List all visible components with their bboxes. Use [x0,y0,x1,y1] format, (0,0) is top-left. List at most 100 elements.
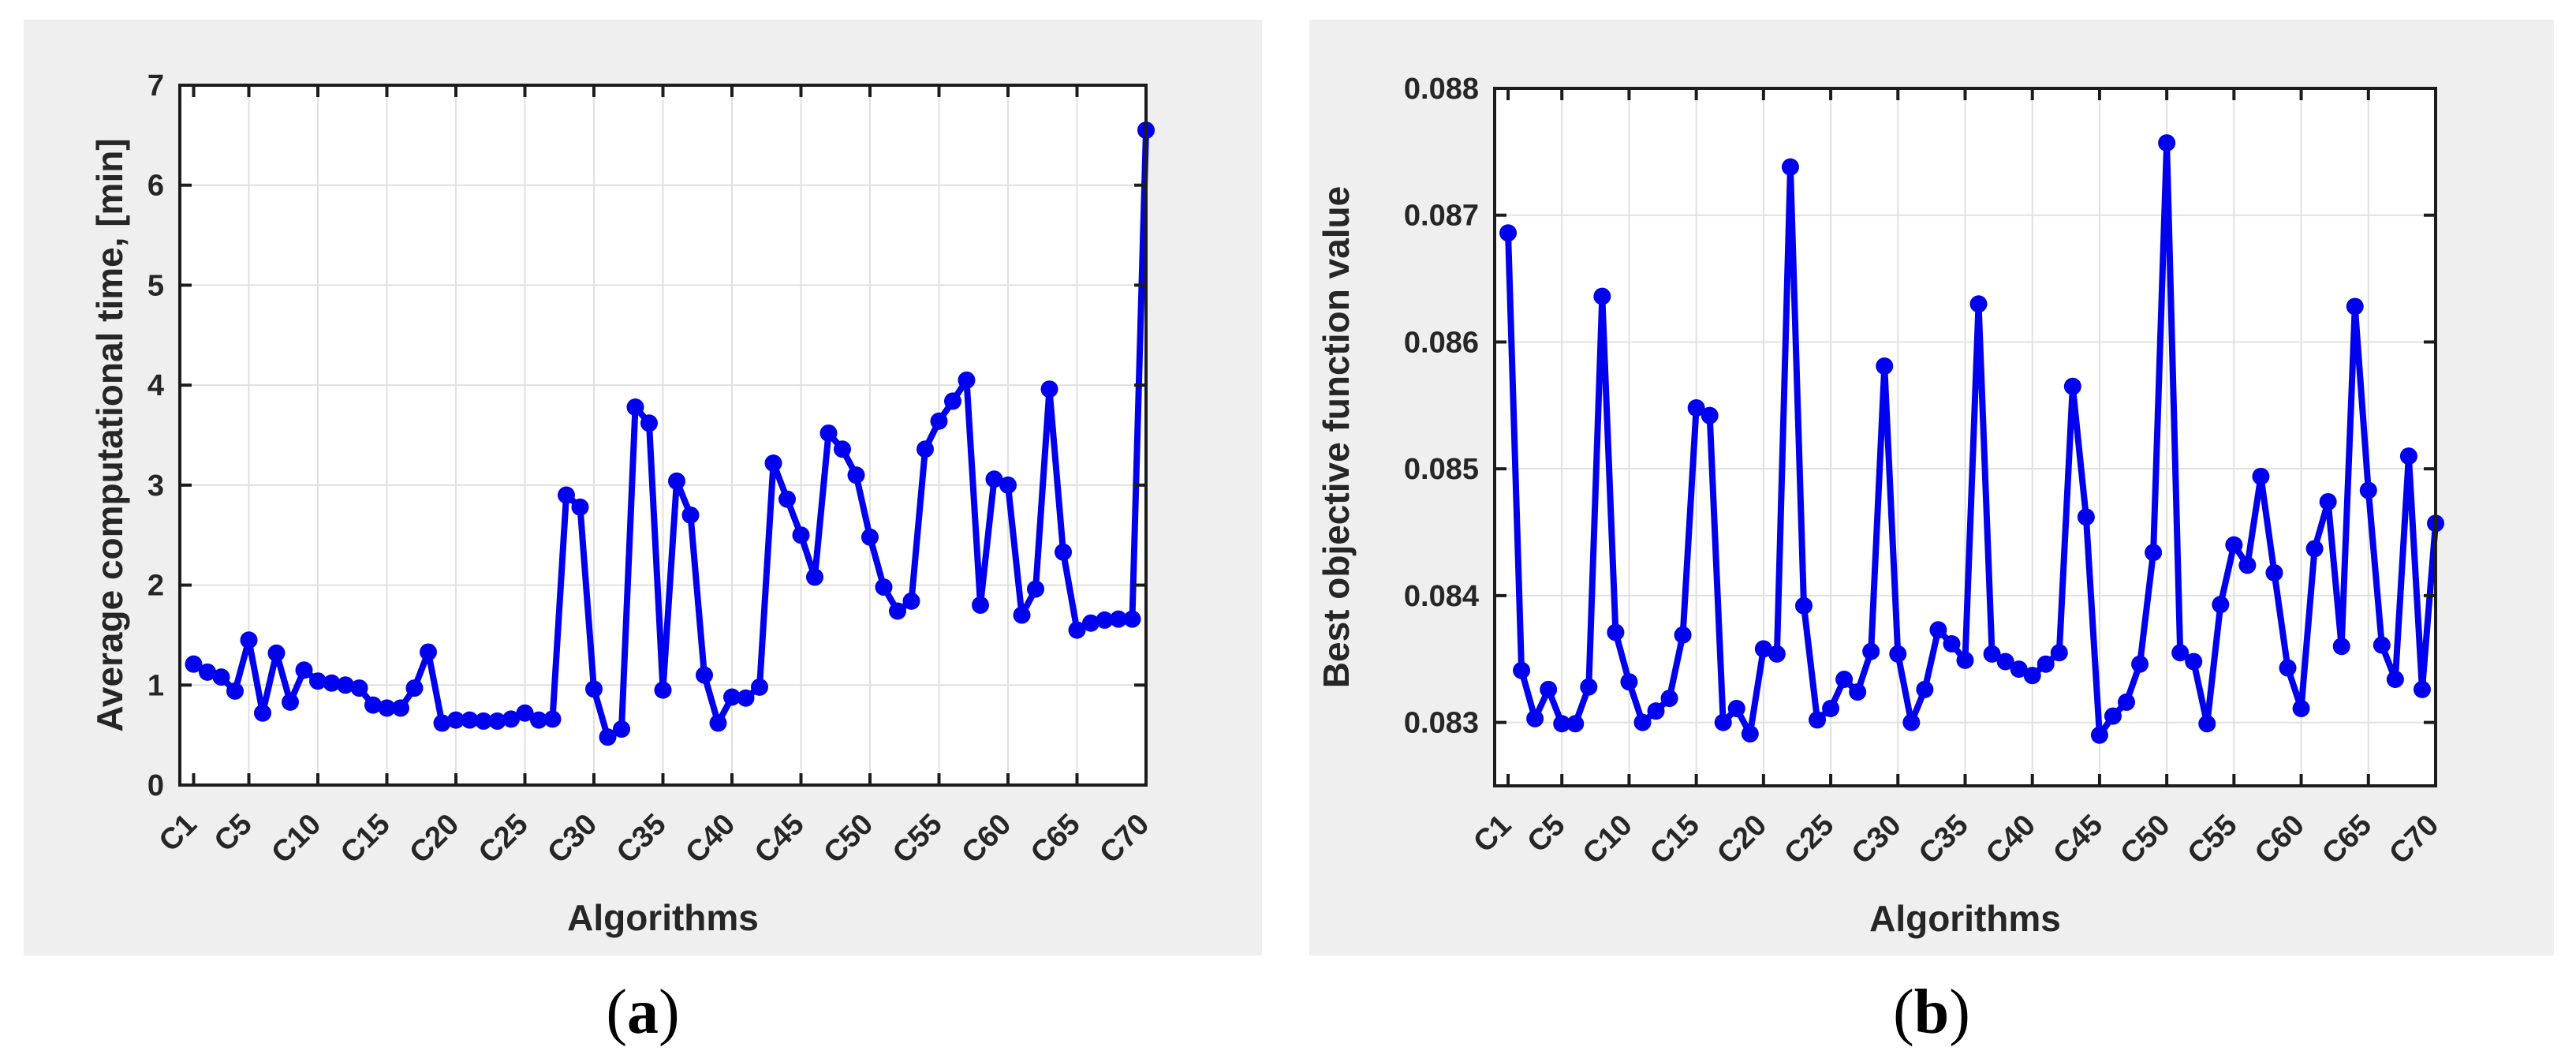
x-tick-label: C10 [1577,809,1639,871]
x-tick-label: C1 [153,808,203,858]
data-point-marker [875,578,893,596]
data-point-marker [1040,380,1058,398]
data-point-marker [2319,492,2337,510]
data-point-marker [861,528,879,546]
x-tick-label: C60 [2249,809,2311,871]
data-point-marker [1027,580,1044,598]
data-point-marker [2359,481,2377,499]
y-tick-label: 5 [147,269,164,302]
caption-b-letter: b [1913,978,1950,1047]
x-tick-label: C50 [2115,809,2177,871]
x-tick-label: C55 [887,808,949,870]
x-tick-label: C40 [679,808,741,870]
data-point-marker [847,466,865,484]
data-point-marker [2332,638,2350,656]
data-point-marker [709,714,727,732]
data-point-marker [405,679,424,697]
data-point-marker [309,672,327,690]
data-point-marker [792,526,810,544]
data-point-marker [240,631,258,649]
x-tick-label: C5 [1521,809,1572,859]
subplot-b-panel: 0.083 0.084 0.085 0.086 0.087 0.088 C1 C5 C10 C15… [1309,20,2554,955]
data-point-marker [185,655,203,673]
data-point-marker [2050,644,2068,662]
data-point-marker [751,678,768,696]
data-point-marker [2077,508,2095,526]
data-point-marker [834,440,851,458]
y-tick-label: 0.086 [1404,326,1479,359]
caption-a-letter: a [627,978,659,1047]
x-tick-label: C30 [1846,809,1908,871]
data-point-marker [1110,610,1127,628]
data-point-marker [1835,670,1854,688]
x-tick-label: C50 [817,808,879,870]
data-point-marker [433,714,451,732]
data-point-marker [778,490,796,508]
data-point-marker [2279,659,2297,677]
data-point-marker [1082,614,1099,632]
data-point-marker [585,680,603,698]
data-point-marker [806,568,823,586]
data-point-marker [2265,563,2283,581]
data-point-marker [2399,447,2417,466]
data-point-marker [1701,406,1719,424]
x-tick-label: C5 [208,808,259,858]
data-point-marker [737,689,755,707]
data-point-marker [199,663,216,681]
data-point-marker [420,643,437,661]
data-point-marker [1822,699,1840,717]
data-point-marker [999,476,1017,494]
data-point-marker [1996,653,2014,671]
data-point-marker [475,712,492,730]
data-point-marker [254,704,271,722]
caption-b-open-paren: ( [1893,978,1914,1047]
x-tick-label: C60 [955,808,1017,870]
y-tick-label: 3 [147,469,164,503]
data-point-marker [2171,644,2190,662]
data-point-marker [1849,683,1867,701]
data-point-marker [1660,690,1678,708]
data-point-marker [1096,611,1114,629]
y-tick-label: 6 [147,170,164,203]
data-point-marker [212,668,230,686]
x-tick-label: C25 [1778,809,1840,871]
data-point-marker [1714,713,1732,731]
data-point-marker [1620,673,1638,691]
y-tick-label: 4 [147,369,164,402]
data-point-marker [2037,655,2055,673]
data-point-marker [2413,680,2431,698]
data-point-marker [1013,606,1031,624]
data-point-marker [889,602,906,620]
data-point-marker [543,710,562,728]
data-point-marker [1876,357,1894,375]
data-point-marker [1499,224,1518,242]
data-point-marker [1607,623,1625,641]
data-point-marker [1513,661,1531,679]
data-point-marker [1781,158,1799,176]
y-tick-label: 0.083 [1404,707,1479,740]
data-point-marker [668,472,685,490]
data-point-marker [1956,651,1974,669]
data-point-marker [447,711,465,729]
x-tick-label: C35 [1913,809,1975,871]
caption-a-close-paren: ) [659,978,680,1047]
y-tick-label: 0.087 [1404,200,1479,233]
series-line [1505,140,2439,739]
data-point-marker [654,681,672,699]
data-point-marker [1727,699,1745,717]
data-point-marker [1553,715,1571,733]
data-point-marker [226,682,244,700]
data-point-marker [2292,699,2310,717]
data-point-marker [2118,693,2136,711]
data-point-marker [1674,626,1692,644]
x-tick-label: C20 [1711,809,1773,871]
x-tick-label: C40 [1980,809,2042,871]
data-point-marker [1902,713,1921,731]
x-tick-label: C70 [2383,809,2445,871]
data-point-marker [2010,660,2028,679]
data-point-marker [282,693,299,711]
data-point-marker [2063,377,2081,395]
data-point-marker [350,679,368,697]
